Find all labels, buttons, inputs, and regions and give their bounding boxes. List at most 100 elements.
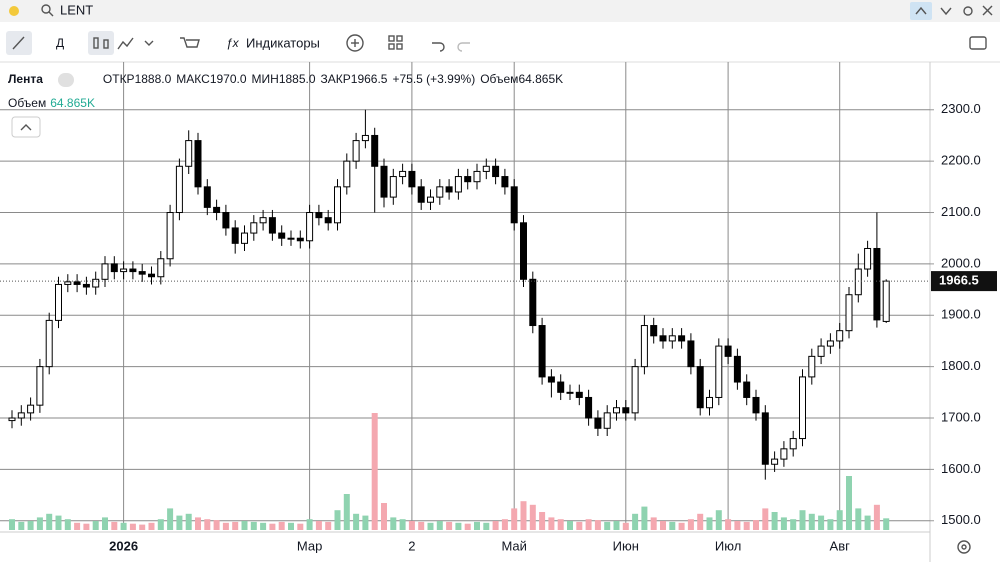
candles-button[interactable] [88, 31, 114, 55]
volume-bar [157, 519, 164, 530]
volume-bar [632, 513, 639, 530]
y-tick-label: 2100.0 [941, 204, 981, 219]
layout-icon[interactable] [388, 35, 403, 50]
volume-bar [678, 522, 685, 530]
volume-bar [102, 517, 108, 530]
candle-body [315, 212, 323, 219]
area-icon[interactable] [117, 37, 134, 50]
volume-bar [148, 522, 155, 530]
candle-body [175, 165, 183, 214]
volume-bar [222, 522, 229, 530]
candle-body [185, 140, 193, 167]
candle-body [789, 438, 797, 450]
candle-body [566, 391, 574, 394]
volume-bar [399, 519, 406, 530]
y-tick-label: 1600.0 [941, 461, 981, 476]
add-button[interactable] [346, 34, 364, 52]
volume-bar [250, 521, 257, 530]
candle-body [157, 258, 165, 278]
collapse-button[interactable] [910, 2, 932, 20]
search-icon[interactable] [41, 4, 54, 17]
candle-body [138, 271, 146, 275]
symbol[interactable]: LENT [60, 2, 93, 17]
candle-body [520, 222, 527, 280]
candle-body [808, 355, 816, 378]
candle-body [668, 335, 676, 342]
chart-type-menu[interactable] [144, 40, 154, 46]
candle-body [724, 345, 732, 357]
visibility-toggle[interactable] [58, 73, 74, 87]
volume-bar [204, 519, 211, 530]
y-tick-label: 2000.0 [941, 255, 981, 270]
candle-body [259, 217, 267, 224]
volume-bar [139, 524, 146, 530]
candle-body [854, 268, 862, 296]
volume-bar [511, 508, 518, 530]
candle-body [45, 319, 53, 368]
candle-body [287, 237, 295, 240]
candle-body [17, 412, 25, 419]
volume-bar [408, 521, 415, 530]
volume-legend-label: Объем [8, 96, 46, 110]
volume-bar [501, 519, 508, 530]
candle-body [780, 448, 788, 460]
cart-icon[interactable] [180, 37, 200, 48]
candle-body [231, 227, 239, 244]
candle-body [324, 217, 332, 224]
candle-body [678, 335, 686, 342]
volume-bar [706, 517, 713, 530]
volume-bar [594, 520, 601, 530]
volume-bar [381, 503, 387, 530]
legend-low-label: МИН [252, 72, 279, 86]
volume-bar [353, 513, 360, 530]
close-icon[interactable] [982, 5, 993, 16]
volume-bar [753, 520, 759, 530]
time-axis-settings[interactable] [957, 540, 971, 554]
settings-icon[interactable] [963, 6, 973, 16]
candle-body [547, 376, 555, 383]
volume-bar [474, 521, 480, 530]
volume-bar [864, 515, 871, 530]
redo-icon[interactable] [457, 42, 470, 52]
volume-bar [725, 519, 732, 530]
y-tick-label: 1700.0 [941, 409, 981, 424]
candle-body [845, 294, 853, 332]
collapse-legend-button[interactable] [11, 116, 41, 138]
candle-body [733, 355, 741, 383]
candle-body [799, 376, 806, 440]
volume-bar [446, 521, 453, 530]
candle-body [306, 212, 314, 242]
volume-bar [111, 521, 118, 530]
candle-body [250, 222, 258, 234]
undo-icon[interactable] [432, 42, 445, 52]
candle-body [882, 280, 890, 322]
candle-body [454, 176, 462, 193]
status-dot [9, 6, 19, 16]
volume-bar [92, 521, 99, 530]
volume-bar [418, 521, 425, 530]
candle-body [213, 206, 221, 214]
screenshot-icon[interactable] [969, 36, 987, 50]
volume-bar [334, 510, 341, 530]
volume-bar [297, 523, 304, 530]
candle-body [473, 170, 481, 183]
candle-body [110, 263, 118, 273]
candle-body [492, 165, 500, 178]
y-tick-label: 1900.0 [941, 307, 981, 322]
candle-body [687, 340, 695, 368]
expand-icon[interactable] [940, 7, 952, 16]
candle-body [380, 165, 388, 198]
indicators-button[interactable]: Индикаторы [246, 35, 320, 50]
candle-body [27, 404, 35, 414]
x-tick-label: Июн [613, 538, 639, 553]
candle-body [585, 396, 593, 419]
volume-bar [567, 521, 573, 530]
volume-bar [622, 522, 629, 530]
x-tick-label: Авг [830, 538, 851, 553]
candle-body [64, 281, 72, 285]
legend-close-label: ЗАКР [321, 72, 351, 86]
period-button[interactable]: Д [56, 36, 64, 50]
candle-body [706, 396, 713, 409]
volume-bar [585, 519, 592, 530]
